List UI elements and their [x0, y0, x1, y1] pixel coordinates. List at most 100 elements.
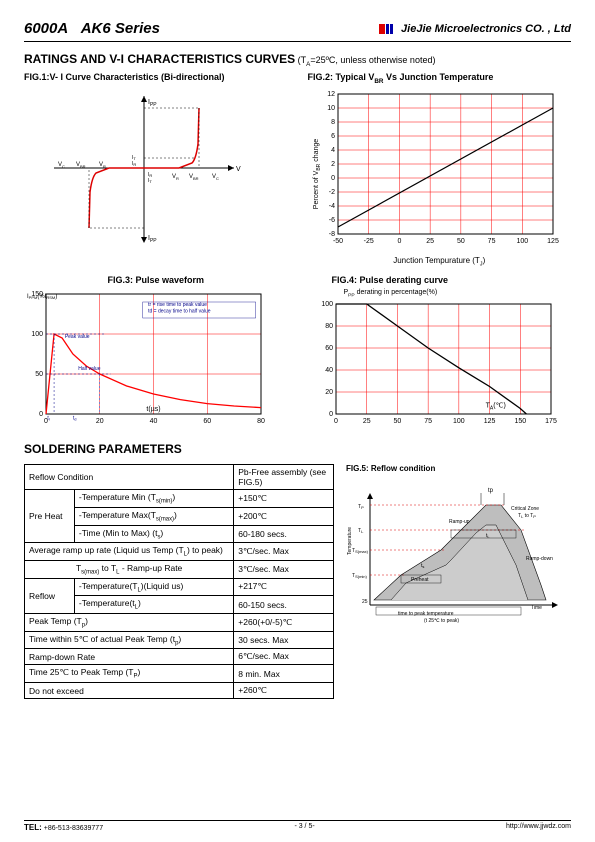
- svg-text:50: 50: [35, 371, 43, 378]
- soldering-title: SOLDERING PARAMETERS: [24, 442, 571, 456]
- critical-zone-label: Critical Zone: [511, 506, 539, 512]
- fig4-title: FIG.4: Pulse derating curve: [332, 275, 572, 285]
- svg-text:0: 0: [397, 238, 401, 245]
- svg-text:VR: VR: [172, 174, 179, 181]
- svg-text:80: 80: [257, 418, 265, 425]
- page-footer: TEL: +86-513-83639777 - 3 / 5- http://ww…: [24, 820, 571, 832]
- company-name: JieJie Microelectronics CO. , Ltd: [379, 22, 571, 36]
- svg-text:100: 100: [453, 418, 465, 425]
- product-code: 6000A: [24, 20, 68, 37]
- svg-text:-4: -4: [328, 203, 334, 210]
- fig3-container: FIG.3: Pulse waveform 020406080050100150…: [24, 275, 288, 434]
- svg-text:Peak value: Peak value: [65, 334, 90, 340]
- svg-text:125: 125: [483, 418, 495, 425]
- svg-text:VR: VR: [99, 162, 106, 169]
- svg-text:VC: VC: [212, 174, 219, 181]
- svg-text:VBR: VBR: [189, 174, 199, 181]
- fig5-container: FIG.5: Reflow condition tp TP TL TS(max)…: [346, 464, 566, 699]
- svg-text:75: 75: [424, 418, 432, 425]
- svg-text:6: 6: [331, 133, 335, 140]
- fig4-chart: 0 25 50 75 100 125 150 175 0 20 40 60 80 100 TA(℃): [308, 299, 568, 434]
- soldering-table: Reflow ConditionPb-Free assembly (see FI…: [24, 464, 334, 699]
- charts-row-2: FIG.3: Pulse waveform 0 20 40 60 80 0 50 100 150…: [24, 275, 571, 434]
- svg-text:100: 100: [516, 238, 528, 245]
- page-header: 6000A AK6 Series JieJie Microelectronics…: [24, 20, 571, 42]
- svg-text:(t 25℃ to peak): (t 25℃ to peak): [424, 618, 459, 624]
- fig3-chart: 020406080050100150IPPM(%IRSM)t(µs)tr = r…: [24, 289, 274, 434]
- svg-text:100: 100: [31, 331, 43, 338]
- fig3-title: FIG.3: Pulse waveform: [24, 275, 288, 285]
- svg-text:0: 0: [331, 175, 335, 182]
- svg-text:V: V: [236, 166, 241, 173]
- svg-text:TS(max): TS(max): [352, 548, 369, 554]
- svg-text:60: 60: [325, 345, 333, 352]
- svg-text:VC: VC: [58, 162, 65, 169]
- svg-text:td = decay time to half value: td = decay time to half value: [148, 309, 211, 315]
- svg-text:175: 175: [545, 418, 557, 425]
- svg-text:25: 25: [426, 238, 434, 245]
- product-title: 6000A AK6 Series: [24, 20, 160, 37]
- fig5-chart: tp TP TL TS(max) TS(min) 25 Ramp-up Preh…: [346, 475, 566, 625]
- svg-text:Half value: Half value: [78, 366, 100, 372]
- svg-text:25: 25: [362, 599, 368, 605]
- svg-text:-25: -25: [363, 238, 373, 245]
- svg-text:ts: ts: [421, 563, 424, 569]
- svg-text:125: 125: [547, 238, 559, 245]
- svg-text:150: 150: [514, 418, 526, 425]
- svg-text:40: 40: [325, 367, 333, 374]
- svg-text:100: 100: [321, 301, 333, 308]
- svg-text:Time: Time: [531, 605, 542, 611]
- svg-text:4: 4: [331, 147, 335, 154]
- footer-tel: TEL: +86-513-83639777: [24, 823, 103, 832]
- svg-text:t(µs): t(µs): [146, 406, 160, 413]
- svg-text:10: 10: [327, 105, 335, 112]
- fig1-chart: IPP IPP V VC VBR VR VR VBR VC IT IR IR I…: [24, 86, 264, 251]
- fig4-container: FIG.4: Pulse derating curve PPP derating…: [308, 275, 572, 434]
- fig1-container: FIG.1:V- I Curve Characteristics (Bi-dir…: [24, 72, 288, 267]
- svg-text:TL to TP: TL to TP: [518, 513, 536, 519]
- svg-text:IPP: IPP: [148, 99, 157, 108]
- svg-text:-6: -6: [328, 217, 334, 224]
- svg-text:tr: tr: [47, 416, 50, 422]
- svg-text:2: 2: [331, 161, 335, 168]
- svg-text:Ramp-down: Ramp-down: [526, 556, 553, 562]
- footer-url: http://www.jjwdz.com: [506, 823, 571, 832]
- svg-text:20: 20: [325, 389, 333, 396]
- fig1-title: FIG.1:V- I Curve Characteristics (Bi-dir…: [24, 72, 288, 82]
- fig2-container: FIG.2: Typical VBR Vs Junction Temperatu…: [308, 72, 572, 267]
- svg-text:TL: TL: [358, 528, 364, 534]
- footer-page: - 3 / 5-: [294, 823, 314, 832]
- fig2-title: FIG.2: Typical VBR Vs Junction Temperatu…: [308, 72, 572, 85]
- svg-text:60: 60: [203, 418, 211, 425]
- fig5-title: FIG.5: Reflow condition: [346, 464, 566, 473]
- svg-text:0: 0: [329, 411, 333, 418]
- fig2-xlabel: Junction Tempurature (TJ): [308, 256, 572, 268]
- svg-text:Preheat: Preheat: [411, 577, 429, 583]
- svg-text:-2: -2: [328, 189, 334, 196]
- charts-row-1: FIG.1:V- I Curve Characteristics (Bi-dir…: [24, 72, 571, 267]
- svg-text:8: 8: [331, 119, 335, 126]
- svg-text:Temperature: Temperature: [347, 527, 353, 555]
- company-logo-icon: [379, 22, 397, 36]
- svg-text:IR: IR: [132, 161, 136, 167]
- svg-text:tr = rise time to peak value: tr = rise time to peak value: [148, 302, 207, 308]
- svg-text:50: 50: [456, 238, 464, 245]
- svg-text:VBR: VBR: [76, 162, 86, 169]
- svg-text:40: 40: [150, 418, 158, 425]
- svg-text:td: td: [73, 416, 77, 422]
- svg-text:TP: TP: [358, 504, 364, 510]
- svg-text:0: 0: [334, 418, 338, 425]
- svg-text:50: 50: [393, 418, 401, 425]
- svg-text:12: 12: [327, 91, 335, 98]
- svg-text:TA(℃): TA(℃): [485, 402, 505, 411]
- svg-text:-50: -50: [332, 238, 342, 245]
- svg-text:TS(min): TS(min): [352, 573, 368, 579]
- soldering-section: Reflow ConditionPb-Free assembly (see FI…: [24, 464, 571, 699]
- svg-text:IPPM(%IRSM): IPPM(%IRSM): [27, 294, 57, 300]
- svg-text:Percent of VBR change: Percent of VBR change: [313, 138, 322, 209]
- svg-text:80: 80: [325, 323, 333, 330]
- section-ratings-title: RATINGS AND V-I CHARACTERISTICS CURVES (…: [24, 52, 571, 68]
- svg-text:25: 25: [362, 418, 370, 425]
- fig4-ylabel: PPP derating in percentage(%): [344, 289, 572, 298]
- svg-text:time to peak temperature: time to peak temperature: [398, 611, 454, 617]
